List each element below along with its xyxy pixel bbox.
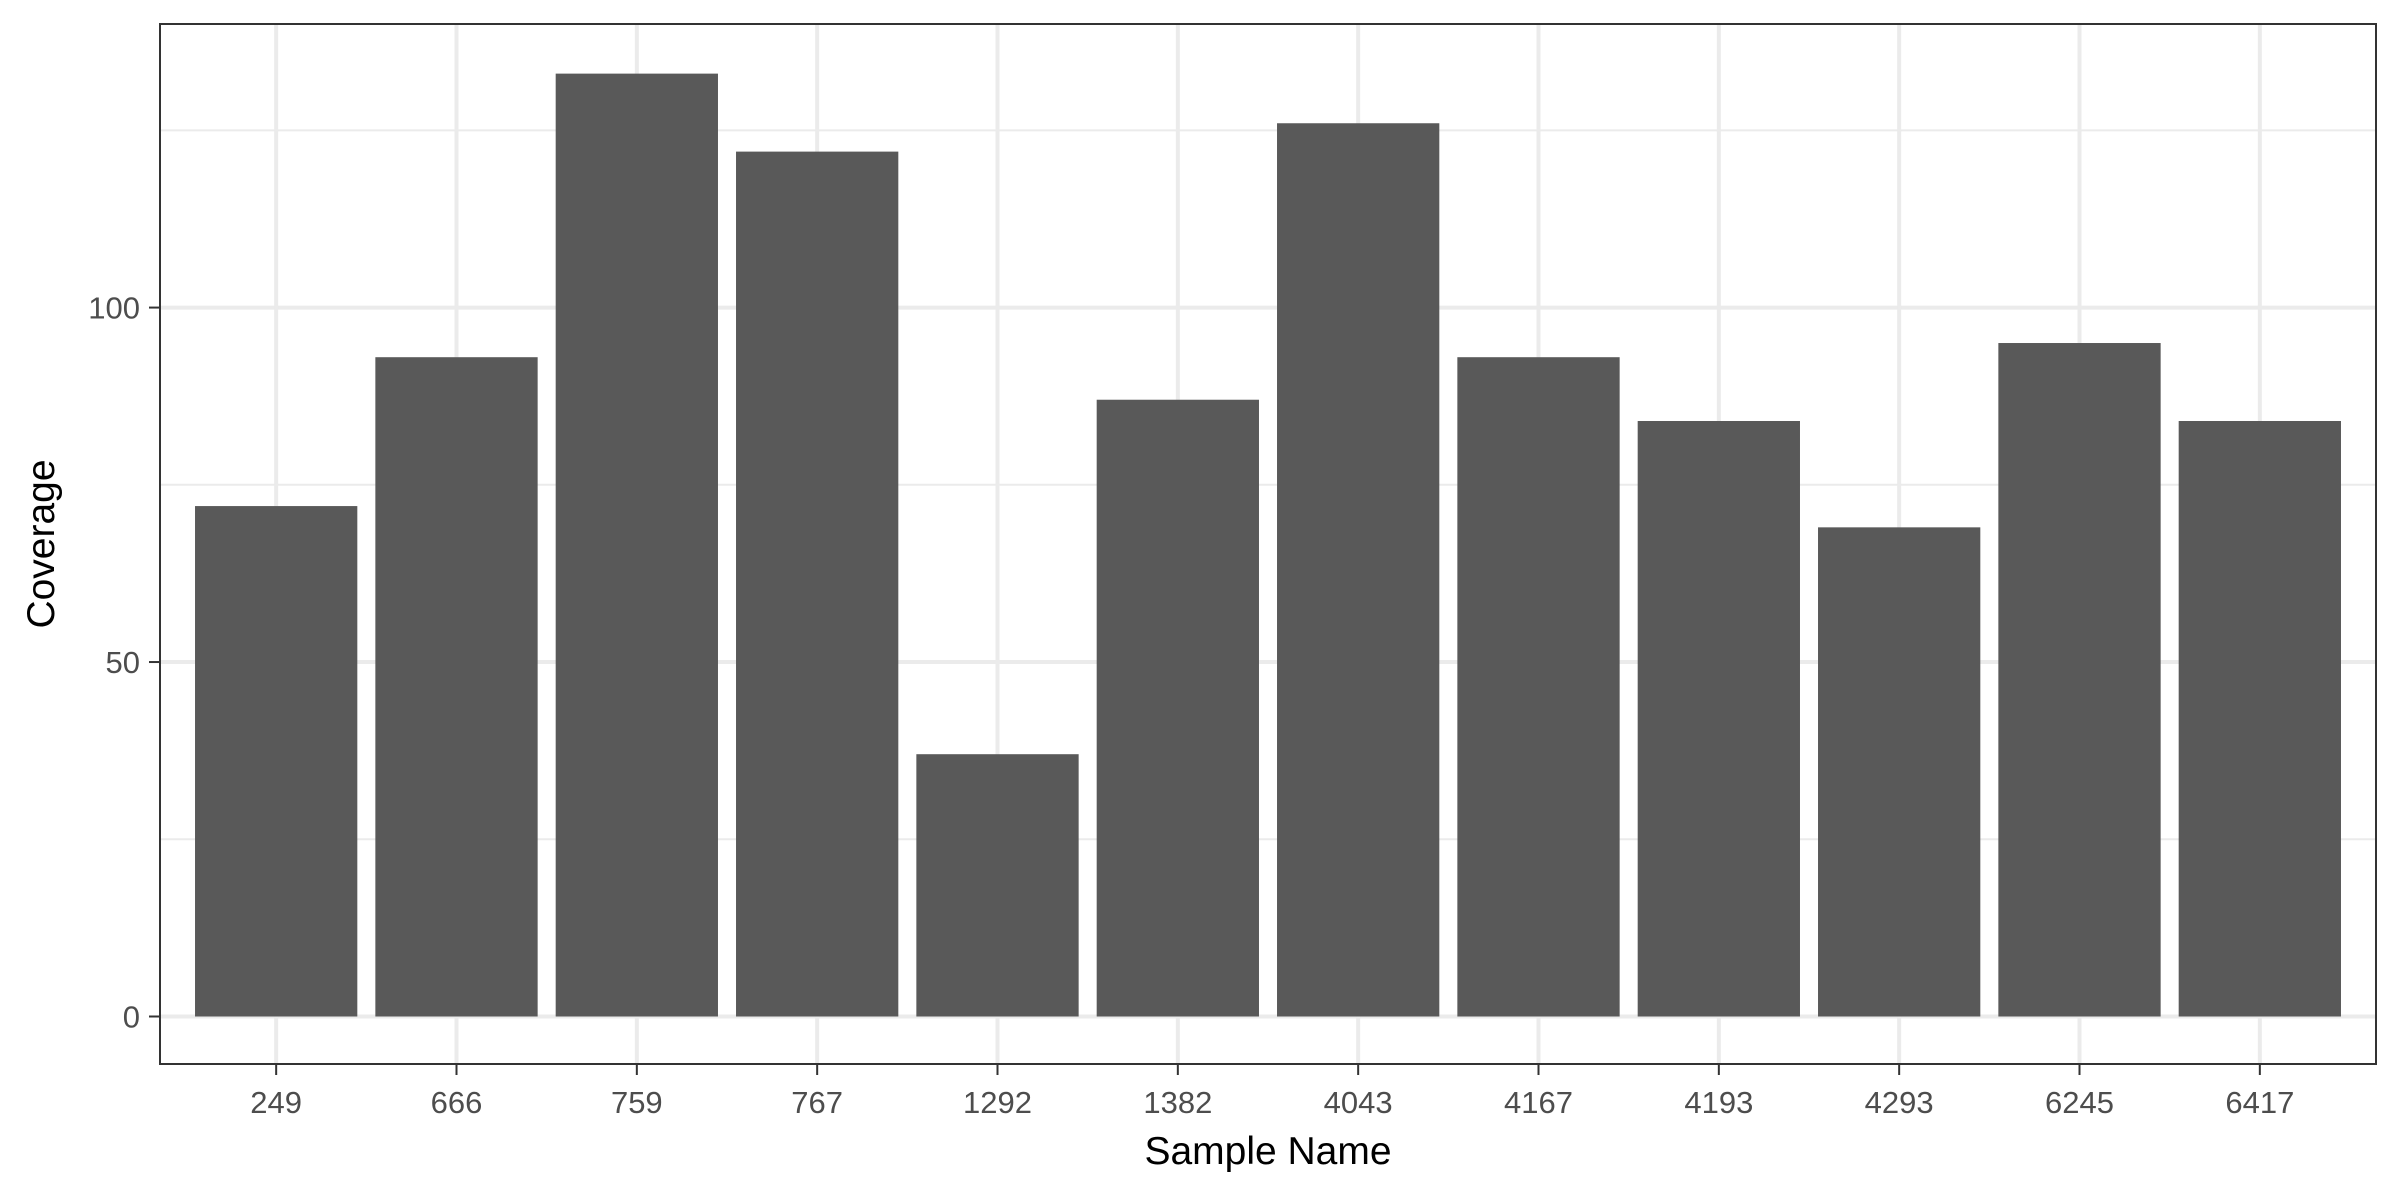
bar-767	[736, 151, 899, 1017]
x-tick-label: 759	[611, 1085, 663, 1120]
x-tick-label: 4293	[1865, 1085, 1934, 1120]
x-tick-label: 666	[431, 1085, 483, 1120]
y-tick-label: 50	[106, 645, 140, 680]
x-tick-label: 767	[791, 1085, 843, 1120]
bar-4193	[1637, 421, 1800, 1017]
bar-1292	[916, 754, 1079, 1017]
x-axis: 249 666 759 767 1292 1382 4043 4167 4193 4293 6245…	[250, 1064, 2294, 1120]
bars	[195, 73, 2341, 1017]
x-tick-label: 6417	[2225, 1085, 2294, 1120]
x-tick-label: 4167	[1504, 1085, 1573, 1120]
x-axis-title: Sample Name	[1144, 1130, 1391, 1173]
bar-4167	[1457, 357, 1620, 1017]
x-tick-label: 1382	[1143, 1085, 1212, 1120]
x-tick-label: 249	[250, 1085, 302, 1120]
x-tick-label: 4043	[1324, 1085, 1393, 1120]
bar-4043	[1277, 123, 1440, 1017]
y-axis-title: Coverage	[20, 459, 63, 628]
y-axis: 0 50 100	[88, 291, 160, 1035]
x-tick-label: 6245	[2045, 1085, 2114, 1120]
panel-border	[159, 23, 2377, 1065]
y-tick-label: 0	[123, 1000, 140, 1035]
bar-6245	[1998, 343, 2161, 1017]
bar-4293	[1818, 527, 1981, 1017]
y-tick-label: 100	[88, 291, 140, 326]
bar-1382	[1096, 399, 1259, 1017]
bar-6417	[2178, 421, 2341, 1017]
x-tick-label: 4193	[1684, 1085, 1753, 1120]
x-tick-label: 1292	[963, 1085, 1032, 1120]
bar-759	[555, 73, 718, 1017]
bar-666	[375, 357, 538, 1017]
bar-249	[195, 506, 358, 1017]
